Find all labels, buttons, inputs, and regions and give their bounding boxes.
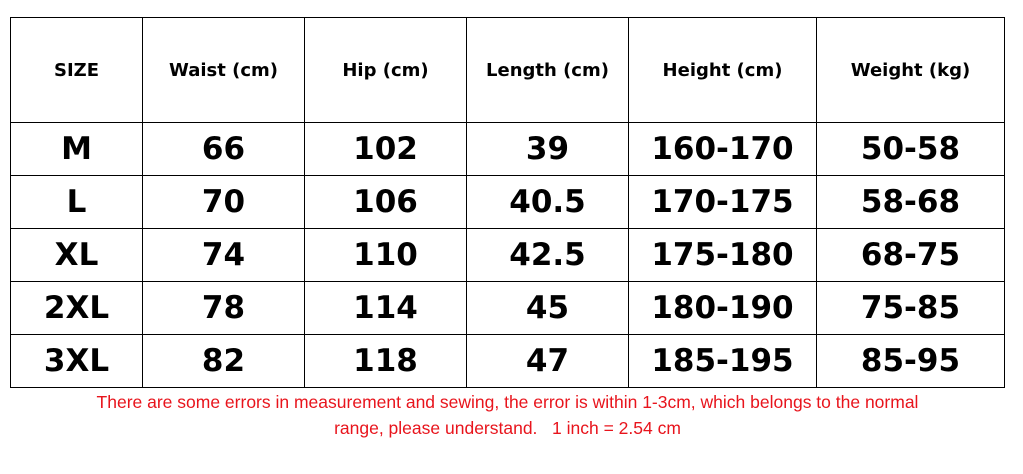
cell-weight: 68-75 — [816, 228, 1005, 282]
cell-weight: 85-95 — [816, 334, 1005, 388]
header-waist: Waist (cm) — [142, 17, 305, 123]
header-row: SIZE Waist (cm) Hip (cm) Length (cm) Hei… — [10, 17, 1005, 123]
size-chart-table: SIZE Waist (cm) Hip (cm) Length (cm) Hei… — [10, 17, 1005, 388]
cell-length: 39 — [466, 122, 629, 176]
cell-waist: 66 — [142, 122, 305, 176]
cell-size: 3XL — [10, 334, 143, 388]
cell-waist: 78 — [142, 281, 305, 335]
header-hip: Hip (cm) — [304, 17, 467, 123]
header-size: SIZE — [10, 17, 143, 123]
cell-hip: 102 — [304, 122, 467, 176]
note-line-1: There are some errors in measurement and… — [96, 392, 919, 412]
table-row: M 66 102 39 160-170 50-58 — [10, 122, 1005, 176]
cell-length: 45 — [466, 281, 629, 335]
cell-length: 40.5 — [466, 175, 629, 229]
cell-hip: 118 — [304, 334, 467, 388]
cell-height: 180-190 — [628, 281, 817, 335]
header-weight: Weight (kg) — [816, 17, 1005, 123]
cell-hip: 110 — [304, 228, 467, 282]
cell-height: 170-175 — [628, 175, 817, 229]
cell-waist: 74 — [142, 228, 305, 282]
cell-waist: 70 — [142, 175, 305, 229]
measurement-note: There are some errors in measurement and… — [0, 389, 1015, 441]
table-row: 3XL 82 118 47 185-195 85-95 — [10, 334, 1005, 388]
cell-height: 185-195 — [628, 334, 817, 388]
cell-weight: 50-58 — [816, 122, 1005, 176]
cell-size: XL — [10, 228, 143, 282]
cell-weight: 75-85 — [816, 281, 1005, 335]
cell-length: 42.5 — [466, 228, 629, 282]
cell-size: M — [10, 122, 143, 176]
cell-length: 47 — [466, 334, 629, 388]
note-line-2: range, please understand. 1 inch = 2.54 … — [334, 418, 681, 438]
table-row: L 70 106 40.5 170-175 58-68 — [10, 175, 1005, 229]
header-length: Length (cm) — [466, 17, 629, 123]
header-height: Height (cm) — [628, 17, 817, 123]
table-row: 2XL 78 114 45 180-190 75-85 — [10, 281, 1005, 335]
cell-hip: 106 — [304, 175, 467, 229]
cell-size: L — [10, 175, 143, 229]
cell-size: 2XL — [10, 281, 143, 335]
cell-height: 160-170 — [628, 122, 817, 176]
table-row: XL 74 110 42.5 175-180 68-75 — [10, 228, 1005, 282]
cell-weight: 58-68 — [816, 175, 1005, 229]
cell-hip: 114 — [304, 281, 467, 335]
cell-height: 175-180 — [628, 228, 817, 282]
cell-waist: 82 — [142, 334, 305, 388]
